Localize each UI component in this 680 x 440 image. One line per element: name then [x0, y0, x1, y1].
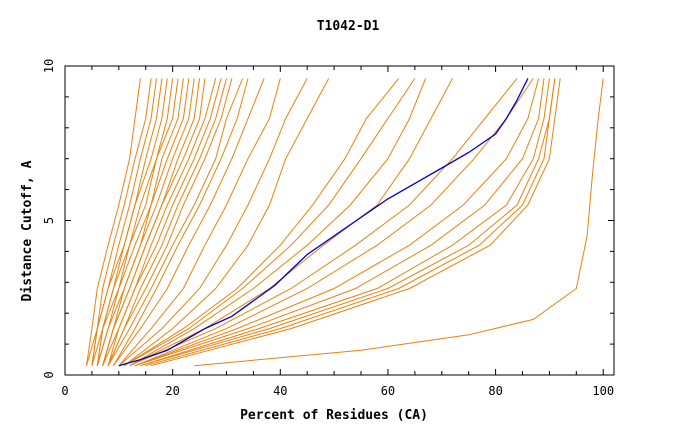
y-tick-label: 0: [42, 371, 56, 378]
chart-title: T1042-D1: [317, 19, 380, 34]
model-series-line: [134, 78, 540, 367]
axis-ticks: 0 20 40 60 80 100 0 5 10: [42, 59, 614, 398]
model-series-line: [102, 78, 206, 366]
x-axis-label: Percent of Residues (CA): [240, 408, 428, 423]
model-series-line: [194, 78, 604, 367]
model-series-line: [129, 78, 427, 367]
model-series-line: [134, 78, 534, 367]
y-tick-label: 5: [42, 217, 56, 224]
x-tick-label: 60: [381, 384, 395, 398]
x-tick-label: 20: [165, 384, 179, 398]
model-series-line: [123, 78, 330, 367]
model-series-line: [129, 78, 453, 367]
model-series-line: [86, 78, 141, 366]
model-series-line: [140, 78, 550, 367]
model-series-line: [145, 78, 556, 367]
model-series-line: [118, 78, 281, 367]
y-tick-label: 10: [42, 59, 56, 73]
model-series-line: [102, 78, 195, 366]
y-axis-label: Distance Cutoff, A: [20, 160, 35, 301]
model-series-line: [107, 78, 222, 366]
model-series-line: [107, 78, 227, 366]
x-tick-label: 100: [592, 384, 614, 398]
model-series-line: [96, 78, 190, 366]
x-tick-label: 80: [488, 384, 502, 398]
model-series-line: [129, 78, 518, 367]
model-series-line: [96, 78, 184, 366]
model-series-line: [150, 78, 561, 367]
model-series-line: [112, 78, 265, 366]
model-series-line: [107, 78, 233, 366]
model-series-line: [96, 78, 174, 366]
model-series-line: [123, 78, 416, 367]
model-series-line: [107, 78, 244, 366]
x-tick-label: 40: [273, 384, 287, 398]
series-layer: [86, 78, 604, 367]
model-series-line: [96, 78, 179, 366]
model-series-line: [112, 78, 249, 366]
model-series-line: [118, 78, 308, 367]
model-series-line: [86, 78, 152, 366]
highlighted-series-line: [118, 78, 529, 367]
model-series-line: [123, 78, 400, 367]
model-series-line: [140, 78, 556, 367]
model-series-line: [134, 78, 545, 367]
x-tick-label: 0: [61, 384, 68, 398]
